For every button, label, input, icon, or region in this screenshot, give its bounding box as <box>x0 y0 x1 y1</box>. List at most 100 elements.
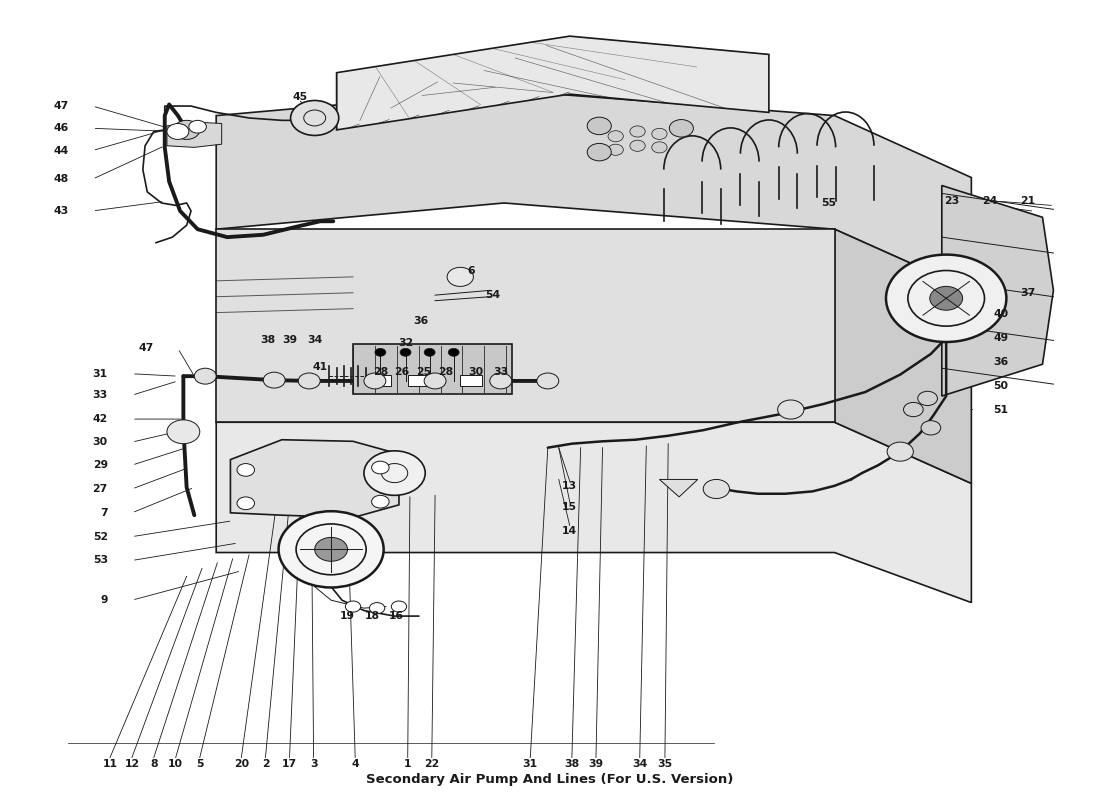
Polygon shape <box>337 36 769 130</box>
Text: 45: 45 <box>293 91 308 102</box>
Text: 36: 36 <box>993 357 1009 367</box>
Text: 23: 23 <box>944 196 959 206</box>
Circle shape <box>298 373 320 389</box>
Text: 30: 30 <box>92 437 108 447</box>
Circle shape <box>630 140 646 151</box>
Text: 43: 43 <box>53 206 68 216</box>
Circle shape <box>652 128 667 139</box>
Circle shape <box>886 254 1006 342</box>
Circle shape <box>195 368 217 384</box>
Text: 13: 13 <box>562 481 578 490</box>
Text: 28: 28 <box>439 367 453 377</box>
Bar <box>370 374 392 386</box>
Text: 4: 4 <box>351 759 359 769</box>
Circle shape <box>887 442 913 461</box>
Text: 2: 2 <box>262 759 270 769</box>
Text: 32: 32 <box>398 338 414 348</box>
Text: 39: 39 <box>588 759 604 769</box>
Text: 17: 17 <box>282 759 297 769</box>
Circle shape <box>608 144 624 155</box>
Text: 18: 18 <box>365 611 381 621</box>
Text: 31: 31 <box>92 369 108 378</box>
Polygon shape <box>353 344 512 394</box>
Circle shape <box>537 373 559 389</box>
Text: 47: 47 <box>53 101 68 111</box>
Text: 38: 38 <box>564 759 580 769</box>
Text: 37: 37 <box>1021 288 1036 298</box>
Polygon shape <box>167 122 222 147</box>
Circle shape <box>236 463 254 476</box>
Circle shape <box>630 126 646 137</box>
Circle shape <box>917 391 937 406</box>
Text: 53: 53 <box>92 555 108 566</box>
Text: 9: 9 <box>100 595 108 605</box>
Text: 40: 40 <box>993 309 1009 319</box>
Text: 26: 26 <box>395 367 410 377</box>
Text: 28: 28 <box>373 367 388 377</box>
Text: 8: 8 <box>150 759 157 769</box>
Text: 24: 24 <box>982 196 998 206</box>
Text: 16: 16 <box>389 611 405 621</box>
Text: 51: 51 <box>993 405 1009 414</box>
Text: 31: 31 <box>522 759 538 769</box>
Circle shape <box>608 130 624 142</box>
Text: 34: 34 <box>307 335 322 346</box>
Circle shape <box>167 420 200 444</box>
Circle shape <box>903 402 923 417</box>
Polygon shape <box>835 229 971 483</box>
Circle shape <box>490 373 512 389</box>
Text: 44: 44 <box>53 146 68 155</box>
Text: 55: 55 <box>822 198 836 208</box>
Text: 38: 38 <box>260 335 275 346</box>
Text: 46: 46 <box>53 123 68 134</box>
Text: 11: 11 <box>102 759 118 769</box>
Text: 10: 10 <box>168 759 184 769</box>
Circle shape <box>778 400 804 419</box>
Circle shape <box>587 143 612 161</box>
Text: 35: 35 <box>658 759 672 769</box>
Text: 49: 49 <box>993 333 1009 343</box>
Text: 41: 41 <box>312 362 328 372</box>
Text: 5: 5 <box>196 759 204 769</box>
Text: 29: 29 <box>92 460 108 470</box>
Text: 54: 54 <box>485 290 501 300</box>
Text: 47: 47 <box>139 343 154 354</box>
Circle shape <box>375 348 386 356</box>
Circle shape <box>930 286 962 310</box>
Circle shape <box>364 451 426 495</box>
Polygon shape <box>217 90 971 290</box>
Circle shape <box>587 117 612 134</box>
Bar <box>460 374 482 386</box>
Circle shape <box>425 348 436 356</box>
Text: 21: 21 <box>1021 196 1036 206</box>
Circle shape <box>447 267 473 286</box>
Circle shape <box>669 119 693 137</box>
Text: 48: 48 <box>53 174 68 184</box>
Circle shape <box>652 142 667 153</box>
Text: 42: 42 <box>92 414 108 424</box>
Circle shape <box>392 601 407 612</box>
Circle shape <box>236 497 254 510</box>
Circle shape <box>372 461 389 474</box>
Circle shape <box>921 421 940 435</box>
Text: 27: 27 <box>92 484 108 494</box>
Circle shape <box>263 372 285 388</box>
Text: 52: 52 <box>92 532 108 542</box>
Circle shape <box>703 479 729 498</box>
Bar <box>408 374 430 386</box>
Circle shape <box>370 602 385 614</box>
Text: 50: 50 <box>993 381 1009 390</box>
Text: 30: 30 <box>468 367 483 377</box>
Text: 25: 25 <box>417 367 431 377</box>
Text: 12: 12 <box>124 759 140 769</box>
Text: 34: 34 <box>632 759 648 769</box>
Polygon shape <box>217 229 835 422</box>
Polygon shape <box>217 422 971 602</box>
Polygon shape <box>230 440 399 518</box>
Circle shape <box>189 120 207 133</box>
Circle shape <box>345 601 361 612</box>
Text: 15: 15 <box>562 502 578 512</box>
Circle shape <box>167 123 189 139</box>
Text: 33: 33 <box>493 367 508 377</box>
Text: Secondary Air Pump And Lines (For U.S. Version): Secondary Air Pump And Lines (For U.S. V… <box>366 774 734 786</box>
